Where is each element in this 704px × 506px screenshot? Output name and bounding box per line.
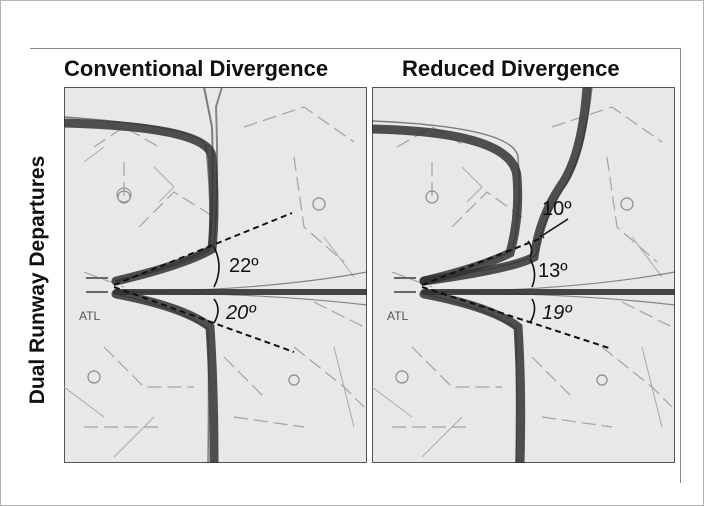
angle-label-upper: 13º (538, 260, 568, 282)
angle-arcs (213, 246, 220, 324)
departure-tracks (372, 87, 675, 463)
background-route-lines (64, 146, 355, 458)
runway-icon (394, 277, 416, 293)
title-conventional-divergence: Conventional Divergence (64, 56, 329, 81)
title-reduced-divergence: Reduced Divergence (402, 56, 620, 81)
conventional-track-map: 22º 20º ATL (64, 87, 367, 463)
right-rule (680, 48, 681, 483)
runway-icon (86, 277, 108, 293)
background-route-lines (372, 166, 663, 458)
angle-arcs (527, 218, 569, 324)
departure-tracks (64, 87, 367, 463)
angle-label-top: 10º (542, 198, 572, 220)
panel-reduced: 10º 13º 19º ATL (372, 87, 675, 463)
angle-label-lower: 19º (542, 302, 573, 324)
divergence-guide-lines (421, 236, 613, 350)
divergence-guide-lines (113, 212, 295, 353)
row-label-dual-runway-departures: Dual Runway Departures (26, 155, 49, 405)
navaid-icon (87, 187, 326, 386)
reduced-track-map: 10º 13º 19º ATL (372, 87, 675, 463)
airport-label: ATL (79, 309, 100, 323)
top-rule (30, 48, 680, 49)
background-map-lines (83, 106, 365, 428)
angle-label-upper: 22º (229, 255, 259, 277)
angle-label-lower: 20º (225, 302, 257, 324)
airport-label: ATL (387, 309, 408, 323)
navaid-icon (395, 190, 634, 386)
panel-conventional: 22º 20º ATL (64, 87, 367, 463)
